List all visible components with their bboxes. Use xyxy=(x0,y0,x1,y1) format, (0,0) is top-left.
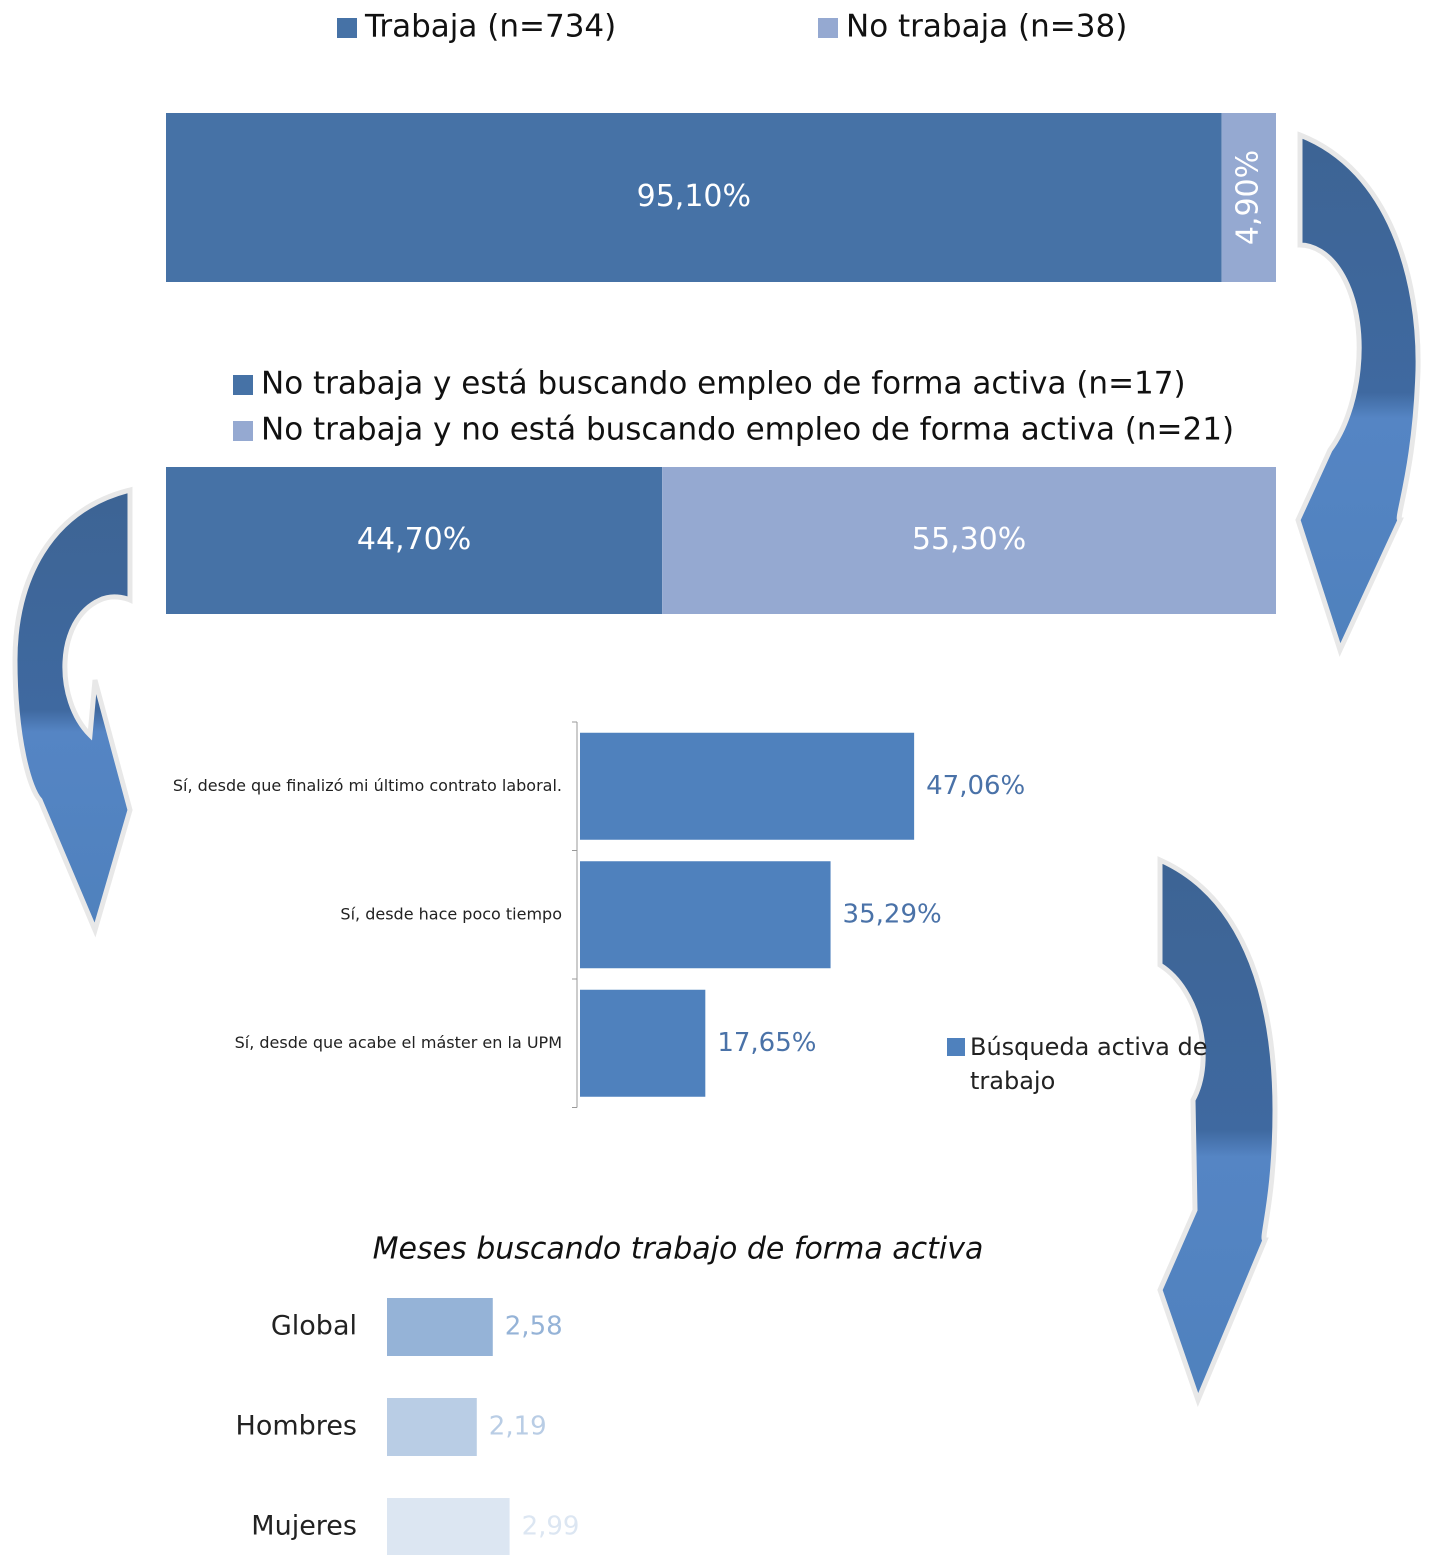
bar xyxy=(580,989,706,1097)
category-label: Sí, desde que finalizó mi último contrat… xyxy=(173,776,562,795)
bar xyxy=(387,1398,477,1456)
category-label: Mujeres xyxy=(251,1511,357,1542)
legend: Búsqueda activa de trabajo xyxy=(947,1030,1210,1098)
legend-swatch xyxy=(233,421,253,441)
category-label: Global xyxy=(271,1311,357,1342)
legend-swatch xyxy=(818,18,838,38)
bar xyxy=(387,1498,510,1555)
value-label: 55,30% xyxy=(912,522,1026,557)
category-label: Hombres xyxy=(236,1411,357,1442)
legend-label: No trabaja y está buscando empleo de for… xyxy=(261,366,1186,402)
value-label: 2,58 xyxy=(505,1312,563,1342)
legend-label: Trabaja (n=734) xyxy=(364,9,616,45)
legend-swatch xyxy=(233,375,253,395)
bar xyxy=(387,1298,493,1356)
value-label: 2,19 xyxy=(489,1412,547,1442)
value-label: 35,29% xyxy=(843,899,942,929)
legend-swatch xyxy=(947,1038,965,1056)
legend-label: No trabaja (n=38) xyxy=(846,9,1127,45)
bar xyxy=(580,732,915,840)
category-label: Sí, desde hace poco tiempo xyxy=(340,904,562,923)
bar-segment xyxy=(1221,113,1276,282)
chart-title: Meses buscando trabajo de forma activa xyxy=(373,1232,984,1267)
value-label: 4,90% xyxy=(1230,150,1265,245)
legend-label: No trabaja y no está buscando empleo de … xyxy=(261,412,1234,448)
value-label: 47,06% xyxy=(926,771,1025,801)
bar-segment xyxy=(166,467,663,614)
value-label: 2,99 xyxy=(522,1512,580,1542)
bar xyxy=(580,861,831,969)
bar-segment xyxy=(166,113,1222,282)
decor-arrows xyxy=(12,131,1421,1408)
value-label: 95,10% xyxy=(637,179,751,214)
bar-segment xyxy=(662,467,1276,614)
value-label: 17,65% xyxy=(717,1028,816,1058)
legend-swatch xyxy=(337,18,357,38)
value-label: 44,70% xyxy=(357,522,471,557)
category-label: Sí, desde que acabe el máster en la UPM xyxy=(235,1033,562,1052)
legend-label: Búsqueda activa de trabajo xyxy=(970,1033,1208,1095)
